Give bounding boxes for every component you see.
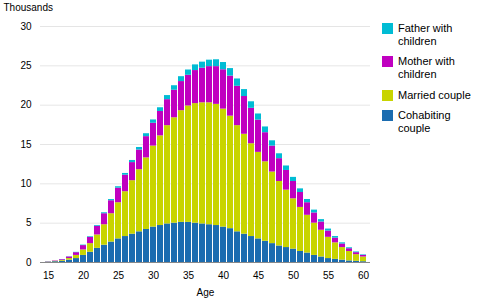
- svg-text:30: 30: [148, 270, 160, 281]
- svg-text:15: 15: [43, 270, 55, 281]
- svg-text:50: 50: [288, 270, 300, 281]
- svg-text:Thousands: Thousands: [4, 2, 53, 13]
- svg-text:40: 40: [218, 270, 230, 281]
- html-text:Father with children: Father with children: [398, 22, 453, 47]
- svg-text:30: 30: [20, 21, 32, 32]
- svg-text:15: 15: [20, 139, 32, 150]
- html-text:Married couple: Married couple: [398, 88, 471, 101]
- svg-text:25: 25: [20, 60, 32, 71]
- svg-text:25: 25: [113, 270, 125, 281]
- svg-text:35: 35: [183, 270, 195, 281]
- svg-text:20: 20: [78, 270, 90, 281]
- svg-text:45: 45: [253, 270, 265, 281]
- svg-text:5: 5: [26, 217, 32, 228]
- svg-text:Age: Age: [197, 287, 215, 298]
- svg-text:60: 60: [358, 270, 370, 281]
- svg-text:20: 20: [20, 99, 32, 110]
- html-text:Cohabiting couple: Cohabiting couple: [398, 109, 451, 134]
- html-text:Mother with children: Mother with children: [398, 55, 455, 80]
- svg-text:10: 10: [20, 178, 32, 189]
- svg-text:0: 0: [26, 257, 32, 268]
- svg-text:55: 55: [323, 270, 335, 281]
